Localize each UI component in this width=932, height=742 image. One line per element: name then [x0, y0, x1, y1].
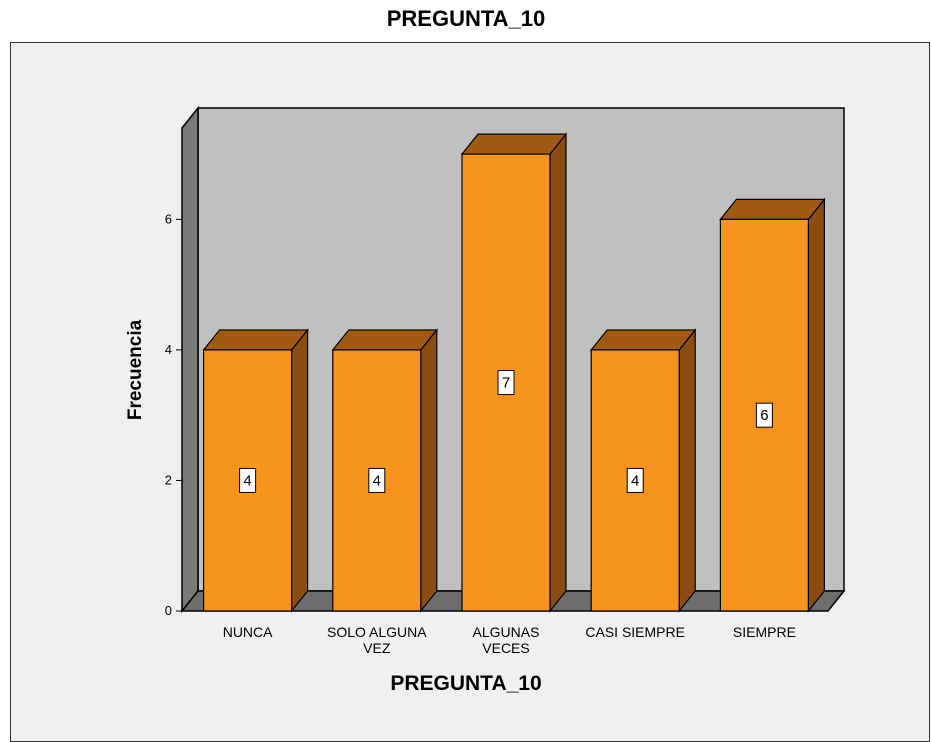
- y-tick-label: 4: [165, 342, 172, 357]
- data-label-box: [626, 467, 644, 493]
- x-tick-label: SOLO ALGUNA VEZ: [327, 624, 427, 656]
- x-tick-label: ALGUNAS VECES: [473, 624, 540, 656]
- data-label: 4: [631, 472, 639, 489]
- x-axis-label: PREGUNTA_10: [390, 672, 542, 695]
- x-tick-label: CASI SIEMPRE: [585, 624, 685, 640]
- bar-side: [291, 328, 309, 613]
- bar-top: [460, 133, 568, 155]
- y-tick-label: 0: [165, 603, 172, 618]
- data-label: 7: [502, 375, 510, 392]
- y-tick-label: 2: [165, 472, 172, 487]
- bar-top: [719, 198, 826, 220]
- chart-title: PREGUNTA_10: [386, 6, 546, 31]
- y-tick-label: 6: [165, 211, 172, 226]
- data-label: 4: [243, 472, 251, 489]
- data-label-box: [755, 402, 773, 428]
- bar-side: [549, 132, 567, 613]
- x-tick-label: NUNCA: [223, 624, 273, 640]
- bar-top: [331, 329, 439, 351]
- data-label-box: [239, 467, 257, 493]
- bar-top: [589, 329, 697, 351]
- bar-side: [807, 197, 826, 613]
- bar-top: [202, 329, 309, 351]
- bar-side: [420, 328, 438, 613]
- data-label-box: [497, 370, 515, 396]
- bar-side: [678, 328, 696, 613]
- y-axis-label: Frecuencia: [125, 319, 146, 421]
- data-label: 6: [760, 407, 768, 424]
- data-label: 4: [373, 472, 381, 489]
- side-wall: [181, 105, 199, 614]
- x-tick-label: SIEMPRE: [733, 624, 796, 640]
- data-label-box: [368, 467, 386, 493]
